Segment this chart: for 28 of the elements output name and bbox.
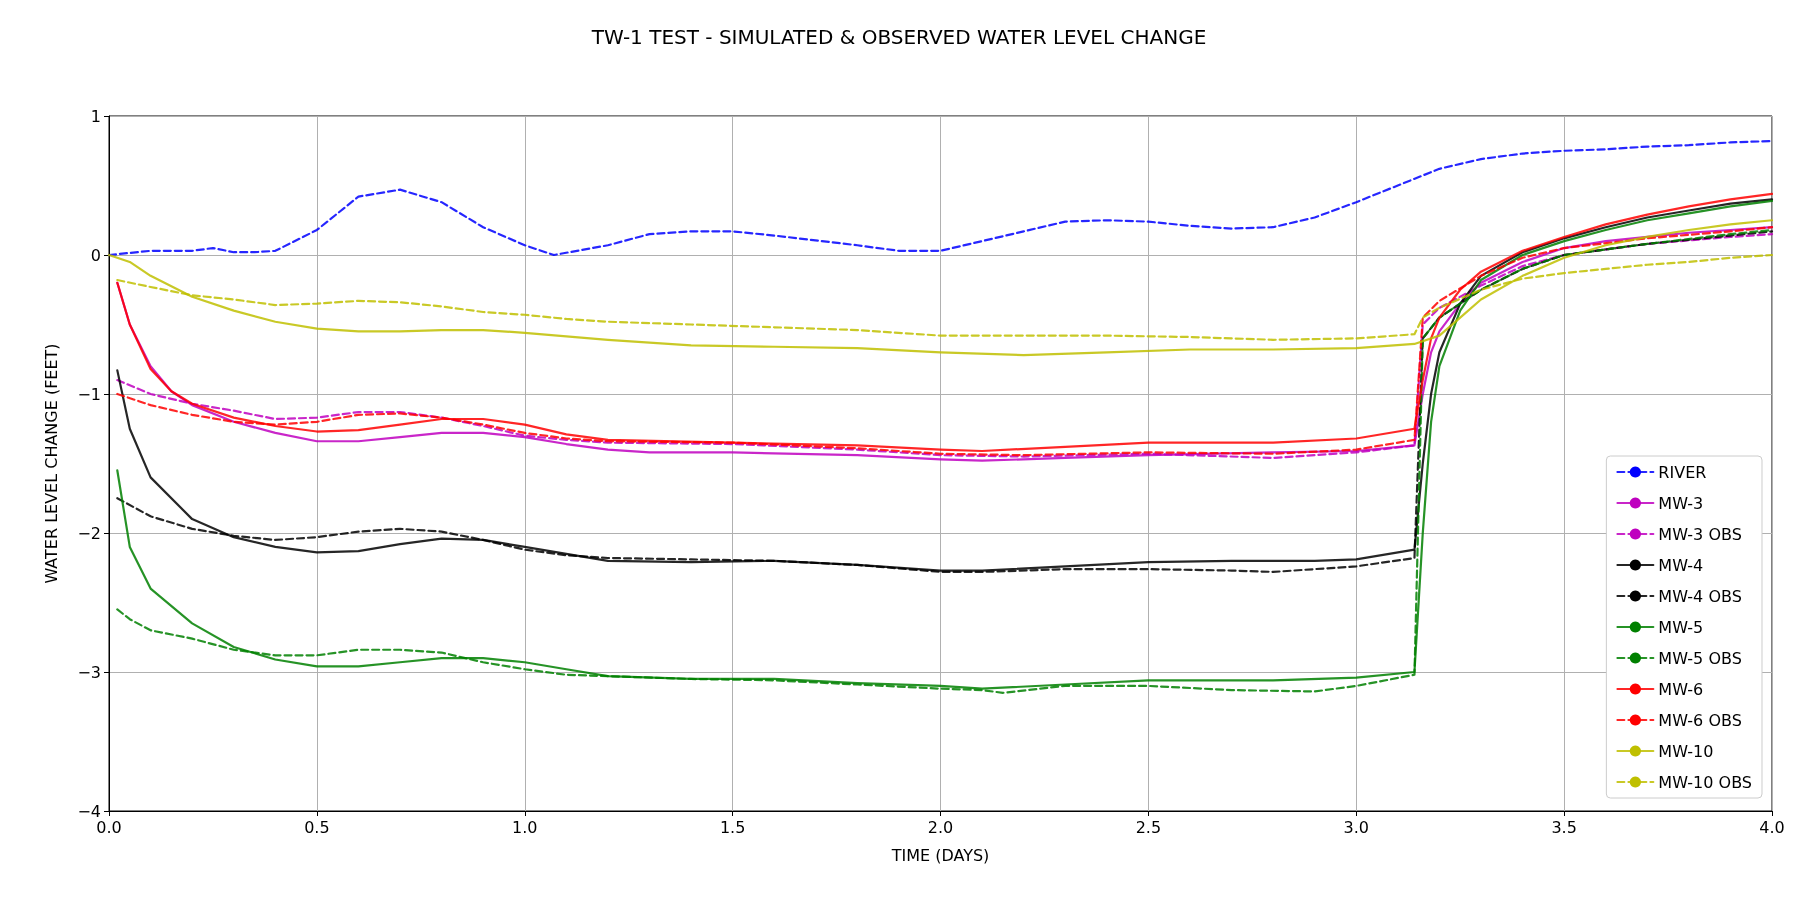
x-tick-label: 2.0: [927, 817, 954, 837]
legend-label: MW-4 OBS: [1658, 586, 1742, 606]
x-axis-title: TIME (DAYS): [890, 845, 990, 865]
x-tick-label: 1.0: [512, 817, 538, 837]
legend-label: MW-10: [1658, 741, 1714, 761]
x-tick-label: 3.0: [1343, 817, 1369, 837]
x-tick-label: 2.5: [1135, 817, 1162, 837]
x-tick-label: 3.5: [1551, 817, 1577, 837]
legend-label: MW-3: [1658, 493, 1704, 513]
y-tick-label: −2: [77, 523, 101, 543]
legend-label: MW-6: [1658, 679, 1704, 699]
legend-label: MW-5: [1658, 617, 1704, 637]
y-axis-title: WATER LEVEL CHANGE (FEET): [41, 343, 61, 584]
y-tick-label: −3: [77, 662, 101, 682]
legend-label: MW-3 OBS: [1658, 524, 1742, 544]
legend-label: RIVER: [1658, 462, 1707, 482]
x-tick-label: 0.5: [304, 817, 330, 837]
legend-label: MW-5 OBS: [1658, 648, 1742, 668]
y-tick-label: −1: [77, 384, 101, 404]
legend-label: MW-4: [1658, 555, 1704, 575]
legend-label: MW-6 OBS: [1658, 710, 1742, 730]
x-tick-label: 1.5: [719, 817, 746, 837]
x-tick-label: 4.0: [1759, 817, 1785, 837]
y-tick-label: 1: [90, 106, 101, 126]
legend-label: MW-10 OBS: [1658, 772, 1752, 792]
chart-title: TW-1 TEST - SIMULATED & OBSERVED WATER LEVEL CHANGE: [590, 25, 1207, 49]
y-tick-label: 0: [90, 245, 101, 265]
line-series: [107, 219, 1774, 357]
